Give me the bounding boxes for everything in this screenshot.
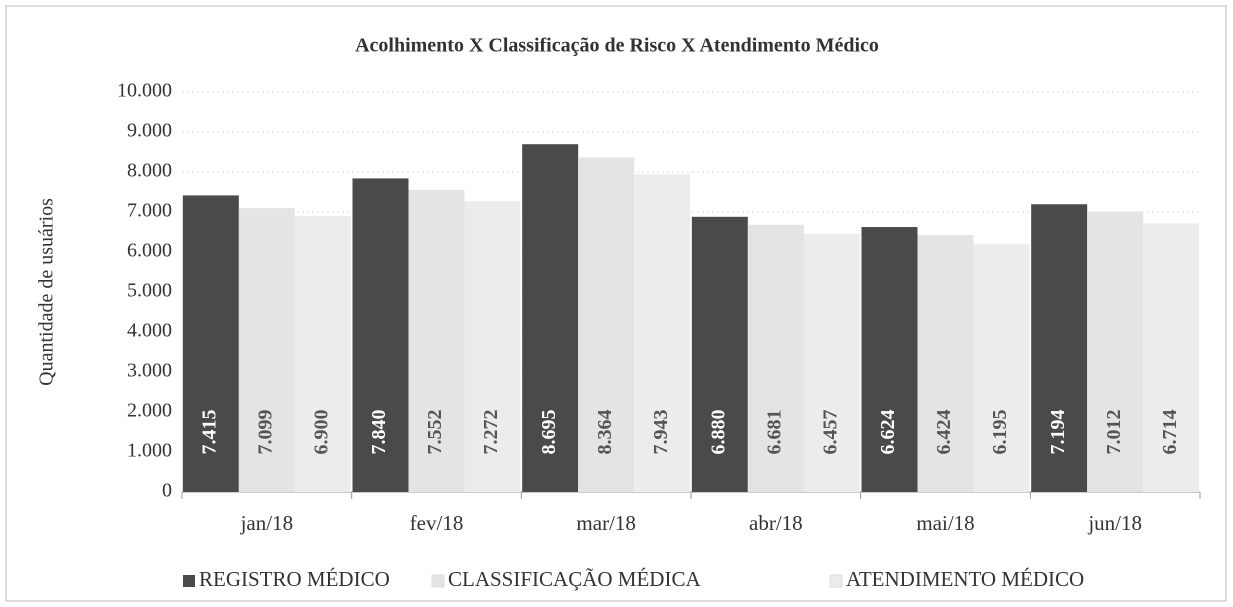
bar xyxy=(352,178,409,492)
legend-label: REGISTRO MÉDICO xyxy=(199,567,390,591)
bar xyxy=(861,227,918,493)
y-tick-label: 0 xyxy=(162,480,172,502)
y-tick-label: 6.000 xyxy=(127,240,172,262)
bar xyxy=(238,208,295,493)
data-label: 6.195 xyxy=(989,410,1011,455)
bar xyxy=(691,216,748,493)
bar xyxy=(464,201,521,492)
y-tick-label: 10.000 xyxy=(117,80,172,102)
x-tick-label: mar/18 xyxy=(576,511,635,535)
x-tick-label: mai/18 xyxy=(916,511,974,535)
bar xyxy=(1143,223,1200,492)
data-label: 6.681 xyxy=(763,410,785,455)
bar xyxy=(408,189,465,493)
y-tick-label: 7.000 xyxy=(127,200,172,222)
bar xyxy=(578,157,635,492)
bar xyxy=(182,195,239,492)
x-tick-label: fev/18 xyxy=(410,511,464,535)
data-label: 7.012 xyxy=(1103,410,1125,455)
data-label: 7.943 xyxy=(650,410,672,455)
data-label: 6.880 xyxy=(707,410,729,455)
bar xyxy=(1087,211,1144,492)
y-tick-label: 2.000 xyxy=(127,400,172,422)
legend-swatch xyxy=(431,574,445,588)
y-tick-label: 9.000 xyxy=(127,120,172,142)
x-tick-label: jun/18 xyxy=(1087,511,1142,535)
legend-swatch xyxy=(829,574,843,588)
legend-label: ATENDIMENTO MÉDICO xyxy=(846,567,1084,591)
data-label: 8.364 xyxy=(594,410,616,455)
y-tick-label: 8.000 xyxy=(127,160,172,182)
bar xyxy=(294,216,351,492)
bar xyxy=(1031,204,1088,493)
data-label: 6.714 xyxy=(1159,410,1181,455)
bar xyxy=(973,244,1030,492)
data-label: 7.415 xyxy=(198,410,220,455)
legend-label: CLASSIFICAÇÃO MÉDICA xyxy=(448,567,701,591)
y-tick-label: 1.000 xyxy=(127,440,172,462)
data-label: 8.695 xyxy=(538,410,560,455)
data-label: 7.272 xyxy=(480,410,502,455)
data-label: 7.194 xyxy=(1047,410,1069,455)
data-label: 6.900 xyxy=(310,410,332,455)
x-tick-label: jan/18 xyxy=(240,511,294,535)
data-label: 6.457 xyxy=(819,410,841,455)
x-tick-label: abr/18 xyxy=(749,511,803,535)
bar xyxy=(634,174,691,492)
data-label: 7.840 xyxy=(368,410,390,455)
chart-title: Acolhimento X Classificação de Risco X A… xyxy=(355,35,879,57)
bar xyxy=(747,224,804,492)
y-tick-label: 4.000 xyxy=(127,320,172,342)
data-label: 6.424 xyxy=(933,410,955,455)
bar xyxy=(522,144,579,492)
bar xyxy=(917,235,974,493)
y-axis-label: Quantidade de usuários xyxy=(36,198,58,386)
y-tick-label: 3.000 xyxy=(127,360,172,382)
legend-swatch xyxy=(183,575,195,587)
bar xyxy=(803,233,860,492)
data-label: 7.552 xyxy=(424,410,446,455)
data-label: 7.099 xyxy=(254,410,276,455)
y-tick-label: 5.000 xyxy=(127,280,172,302)
data-label: 6.624 xyxy=(877,410,899,455)
